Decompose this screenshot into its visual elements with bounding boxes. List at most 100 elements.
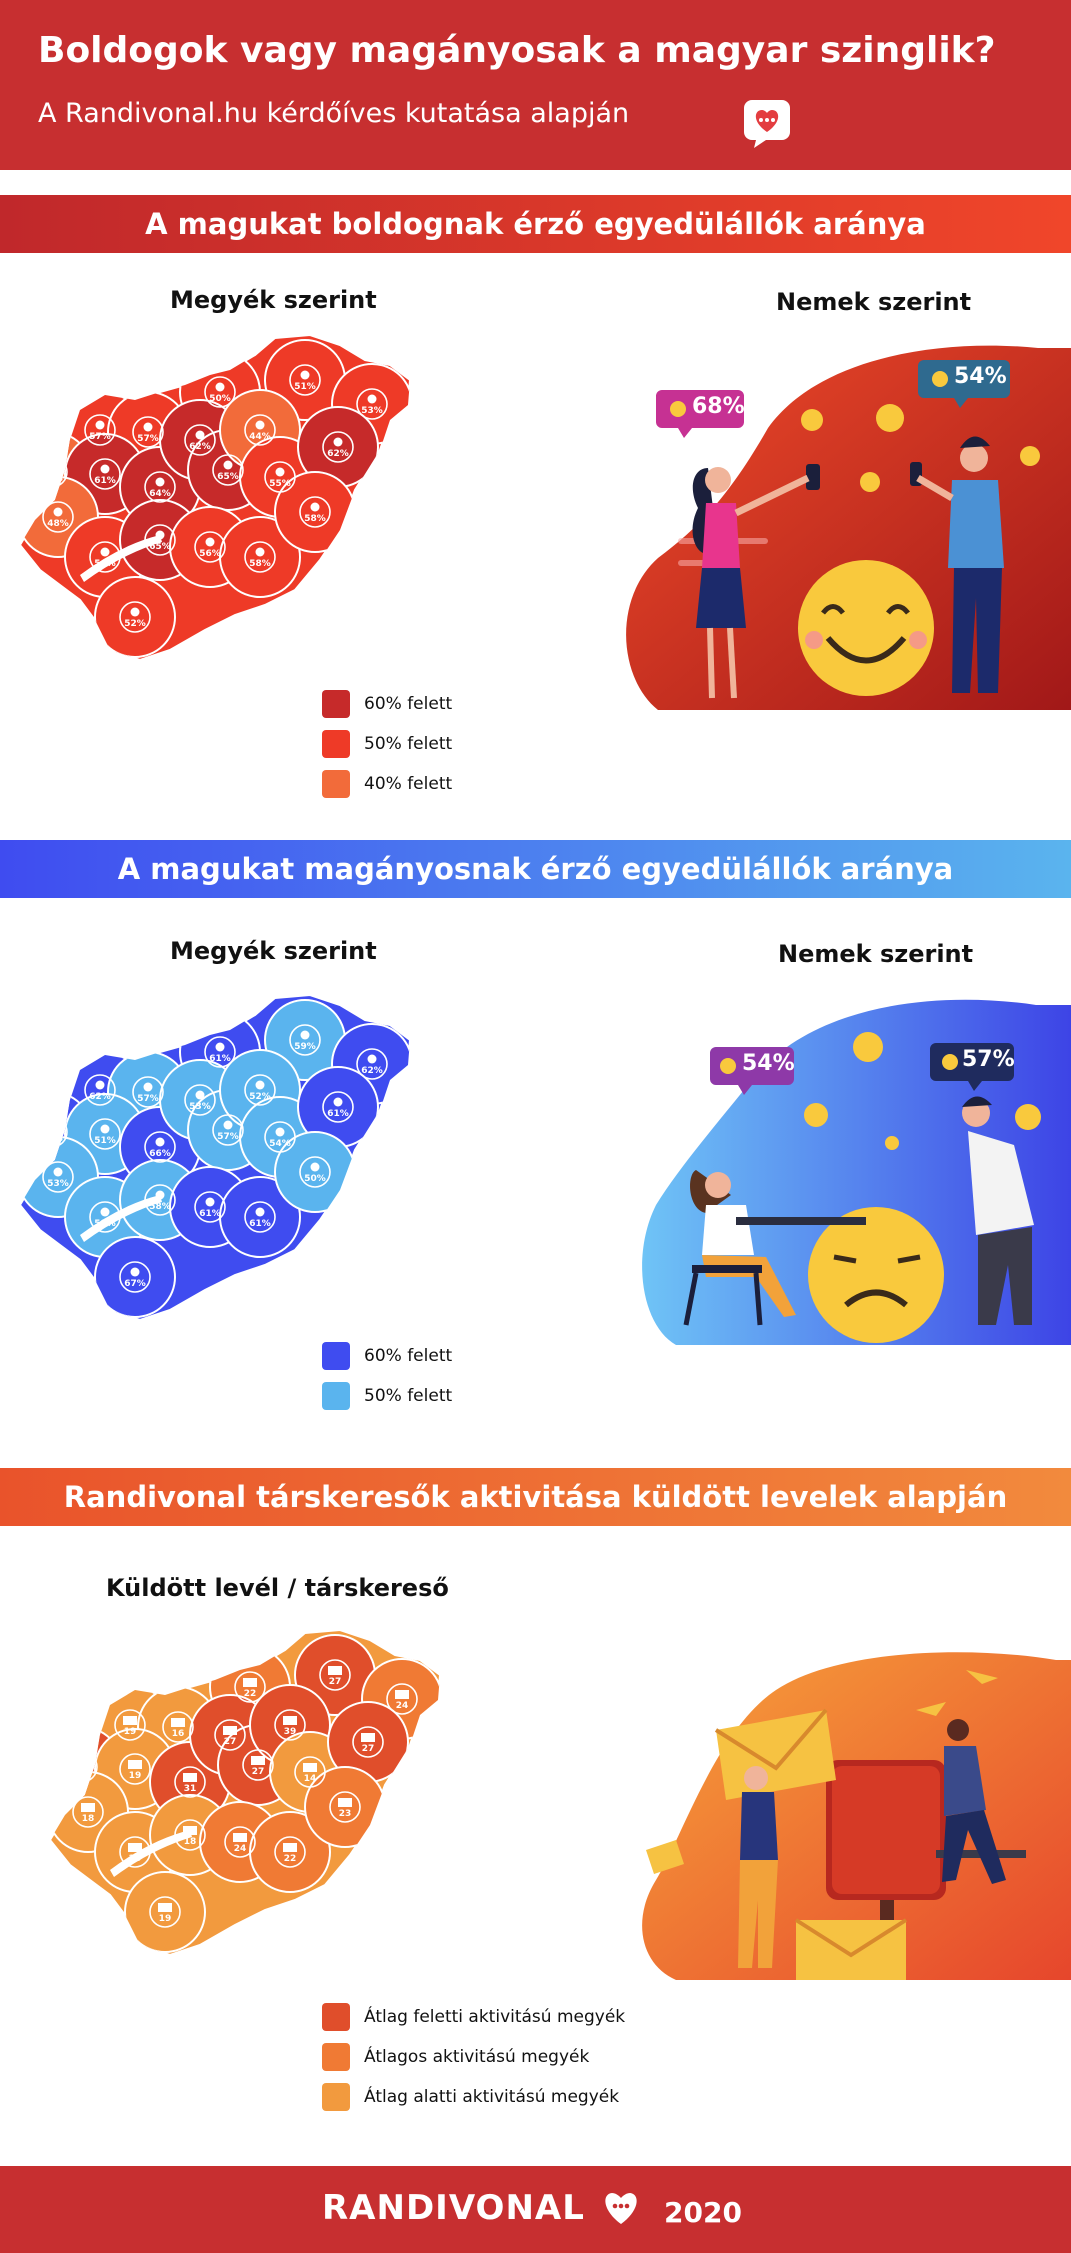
lonely-county-value: 54% — [269, 1139, 291, 1149]
activity-envelope-icon — [328, 1666, 342, 1675]
lonely-county-value: 57% — [217, 1132, 239, 1142]
lonely-map-title: Megyék szerint — [170, 937, 377, 965]
activity-county-badge — [214, 1719, 246, 1751]
happy-county-value: 61% — [94, 476, 116, 486]
activity-county-value: 31 — [184, 1784, 197, 1794]
happy-smile-icon — [310, 502, 320, 512]
lonely-sad-icon — [367, 1054, 377, 1064]
happy-county-badge — [194, 531, 226, 563]
lonely-county-value: 58% — [149, 1202, 171, 1212]
lonely-legend: 60% felett 50% felett — [322, 1336, 452, 1416]
happy-county-value: 53% — [361, 406, 383, 416]
happy-smile-icon — [367, 394, 377, 404]
happy-county-badge — [89, 541, 121, 573]
happy-lake-balaton — [80, 535, 162, 582]
big-sad-emoji — [808, 1207, 944, 1343]
activity-county-badge — [174, 1819, 206, 1851]
activity-envelope-icon — [395, 1690, 409, 1699]
lonely-county-badge — [299, 1156, 331, 1188]
activity-county-value: 19 — [129, 1771, 142, 1781]
activity-legend-swatch — [322, 2083, 350, 2111]
lonely-sad-icon — [255, 1080, 265, 1090]
activity-county-value: 18 — [184, 1837, 197, 1847]
activity-county-badge — [242, 1749, 274, 1781]
happy-county-value: 44% — [249, 432, 271, 442]
lonely-sad-icon — [275, 1127, 285, 1137]
big-smile-emoji — [798, 560, 934, 696]
activity-envelope-icon — [303, 1763, 317, 1772]
activity-envelope-icon — [171, 1718, 185, 1727]
women-lonely-pct: 54% — [742, 1051, 795, 1076]
happy-smile-icon — [215, 382, 225, 392]
happy-legend-item: 40% felett — [322, 764, 452, 804]
happy-smile-icon — [255, 547, 265, 557]
activity-county-value: 56 — [76, 1769, 89, 1779]
happy-county-badge — [132, 416, 164, 448]
section-lonely-banner: A magukat magányosnak érző egyedülállók … — [0, 840, 1071, 898]
lonely-legend-item: 60% felett — [322, 1336, 452, 1376]
activity-county-badge — [274, 1709, 306, 1741]
section-activity-banner: Randivonal társkeresők aktivitása küldöt… — [0, 1468, 1071, 1526]
activity-county-badge — [274, 1836, 306, 1868]
happy-county-badge — [356, 388, 388, 420]
lonely-sad-icon — [53, 1167, 63, 1177]
activity-legend-item: Átlag alatti aktivitású megyék — [322, 2077, 625, 2117]
activity-envelope-icon — [128, 1760, 142, 1769]
activity-envelope-icon — [361, 1733, 375, 1742]
lonely-county-value: 62% — [361, 1066, 383, 1076]
happy-county-value: 55% — [269, 479, 291, 489]
activity-envelope-icon — [183, 1773, 197, 1782]
activity-county-value: 23 — [339, 1809, 352, 1819]
happy-smile-icon — [100, 464, 110, 474]
lonely-county-badge — [244, 1074, 276, 1106]
lonely-county-value: 59% — [294, 1042, 316, 1052]
lonely-county-badge — [144, 1184, 176, 1216]
lonely-county-value: 53% — [47, 1179, 69, 1189]
happy-county-map: 57% 57% 50% 51% 53% 45% 61% 64% 62% 65% 44% 55% 62% 4… — [18, 333, 412, 662]
happy-smile-icon — [333, 437, 343, 447]
happy-county-value: 51% — [294, 382, 316, 392]
happy-county-badge — [212, 454, 244, 486]
activity-county-badge — [234, 1671, 266, 1703]
happy-legend-item: 50% felett — [322, 724, 452, 764]
happy-smile-icon — [155, 477, 165, 487]
section-lonely-banner-text: A magukat magányosnak érző egyedülállók … — [117, 852, 954, 886]
activity-envelope-icon — [128, 1843, 142, 1852]
activity-county-badge — [114, 1709, 146, 1741]
lonely-county-badge — [356, 1048, 388, 1080]
activity-county-map: 19 16 22 27 24 56 19 31 27 27 39 14 27 18 20 18 24 22 23 19 — [48, 1628, 442, 1957]
happy-county-badge — [119, 601, 151, 633]
lonely-county-value: 61% — [209, 1054, 231, 1064]
happy-county-area — [219, 516, 301, 598]
happy-county-badge — [204, 376, 236, 408]
happy-county-badge — [244, 414, 276, 446]
happy-county-value: 58% — [249, 559, 271, 569]
activity-county-badge — [72, 1796, 104, 1828]
lonely-legend-item: 50% felett — [322, 1376, 452, 1416]
activity-county-badge — [66, 1751, 98, 1783]
happy-county-value: 65% — [149, 542, 171, 552]
happy-smile-icon — [155, 530, 165, 540]
lonely-sad-icon — [310, 1162, 320, 1172]
happy-smile-icon — [100, 547, 110, 557]
chat-heart-icon — [742, 98, 792, 148]
happy-county-value: 45% — [41, 474, 63, 484]
activity-county-badge — [162, 1711, 194, 1743]
activity-legend-label: Átlag feletti aktivitású megyék — [364, 2007, 626, 2027]
men-happy-pct: 54% — [954, 364, 1007, 389]
lonely-county-area — [94, 1236, 176, 1318]
activity-envelope-icon — [75, 1758, 89, 1767]
footer-year: 2020 — [664, 2196, 742, 2229]
lonely-county-badge — [204, 1036, 236, 1068]
happy-legend-swatch — [322, 730, 350, 758]
lonely-county-value: 67% — [124, 1279, 146, 1289]
happy-gender-illustration: 68% 54% — [618, 338, 1071, 710]
happy-county-value: 48% — [47, 519, 69, 529]
activity-envelope-icon — [283, 1716, 297, 1725]
activity-envelope-icon — [283, 1843, 297, 1852]
lonely-county-badge — [119, 1261, 151, 1293]
lonely-county-value: 61% — [249, 1219, 271, 1229]
happy-county-value: 64% — [149, 489, 171, 499]
lonely-county-badge — [132, 1076, 164, 1108]
footer-bar — [0, 2166, 1071, 2253]
